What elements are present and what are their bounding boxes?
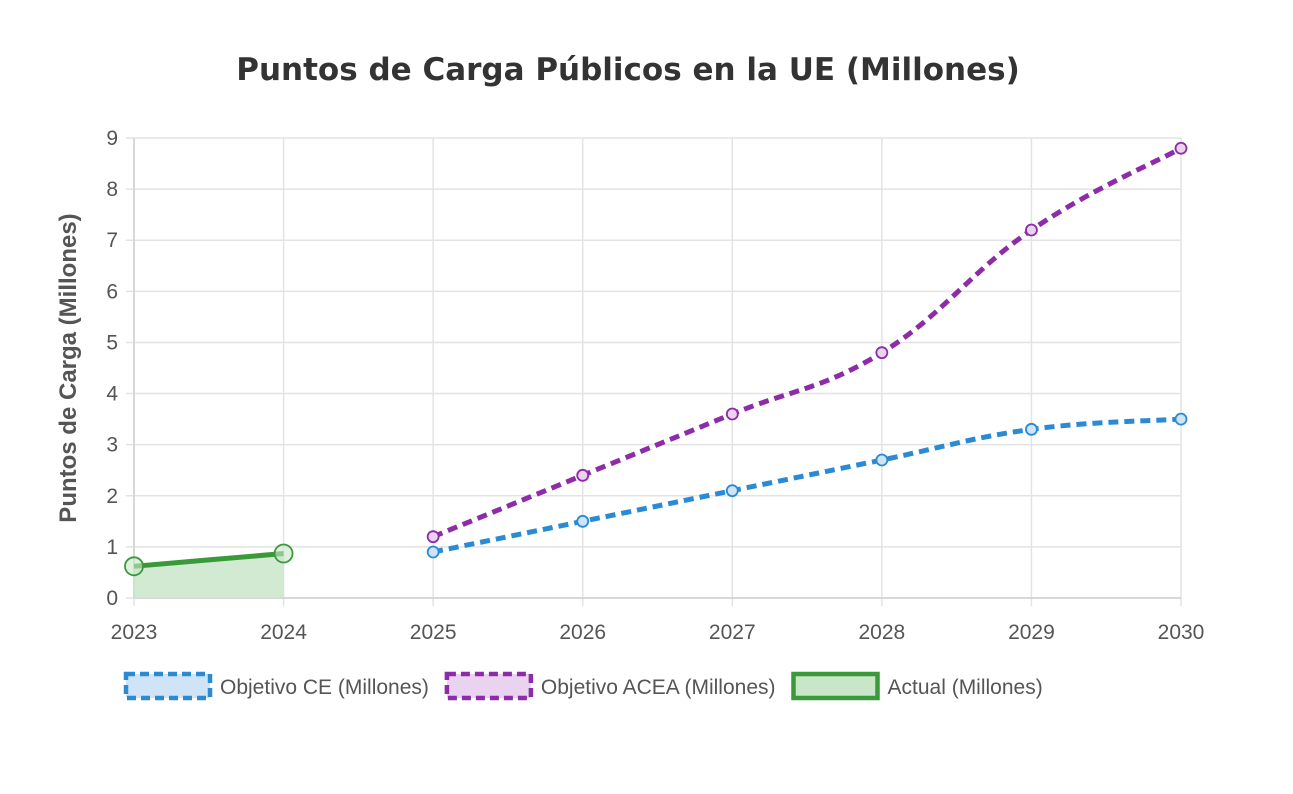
line-objetivo-ce-millones [432, 416, 1182, 555]
legend-swatch [123, 671, 213, 701]
point-objetivo-acea-millones [1174, 141, 1188, 155]
point-actual-millones [124, 556, 144, 577]
legend-swatch [791, 671, 880, 701]
y-tick-label: 1 [106, 536, 118, 559]
point-objetivo-ce-millones [1174, 412, 1188, 426]
point-objetivo-ce-millones [1025, 422, 1038, 436]
legend-swatch [444, 671, 534, 701]
legend-label: Objetivo ACEA (Millones) [541, 676, 776, 699]
point-objetivo-acea-millones [1025, 223, 1038, 237]
point-objetivo-ce-millones [875, 453, 889, 467]
y-tick-label: 9 [106, 127, 118, 150]
point-objetivo-ce-millones [725, 484, 739, 498]
x-tick-label: 2028 [858, 621, 905, 644]
y-tick-label: 4 [106, 383, 118, 406]
y-tick-label: 6 [106, 280, 118, 303]
x-tick-label: 2027 [709, 621, 756, 644]
legend-item: Actual (Millones) [791, 671, 1043, 701]
legend-label: Objetivo CE (Millones) [220, 676, 429, 699]
axes [133, 138, 1181, 599]
x-tick-label: 2029 [1008, 621, 1055, 644]
y-tick-label: 7 [106, 229, 118, 252]
y-tick-labels: 0 1 2 3 4 5 6 7 8 9 [106, 127, 118, 610]
legend-label: Actual (Millones) [888, 676, 1043, 699]
x-tick-labels: 2023 2024 2025 2026 2027 2028 2029 2030 [111, 621, 1205, 644]
point-objetivo-acea-millones [725, 407, 739, 421]
point-objetivo-ce-millones [426, 545, 440, 559]
chart-title: Puntos de Carga Públicos en la UE (Millo… [236, 52, 1020, 88]
y-axis-title: Puntos de Carga (Millones) [55, 213, 82, 522]
line-actual-millones [133, 551, 284, 569]
grid-lines [126, 137, 1182, 606]
line-objetivo-acea-millones [432, 146, 1183, 539]
y-tick-label: 3 [106, 434, 118, 457]
point-actual-millones [273, 543, 294, 564]
point-objetivo-ce-millones [576, 514, 590, 528]
x-tick-label: 2024 [260, 621, 307, 644]
x-tick-label: 2030 [1158, 621, 1205, 644]
y-tick-label: 0 [106, 587, 118, 610]
x-tick-label: 2025 [410, 621, 457, 644]
point-objetivo-acea-millones [426, 530, 440, 544]
point-objetivo-acea-millones [576, 468, 590, 482]
y-tick-label: 5 [106, 331, 118, 354]
y-tick-label: 2 [106, 485, 118, 508]
point-objetivo-acea-millones [875, 346, 889, 360]
legend-item: Objetivo CE (Millones) [123, 671, 429, 701]
legend-item: Objetivo ACEA (Millones) [444, 671, 776, 701]
y-tick-label: 8 [106, 178, 118, 201]
legend: Objetivo CE (Millones) Objetivo ACEA (Mil… [123, 671, 1043, 701]
x-tick-label: 2023 [111, 621, 158, 644]
series-points [124, 141, 1188, 577]
series-lines [133, 146, 1183, 569]
x-tick-label: 2026 [559, 621, 606, 644]
